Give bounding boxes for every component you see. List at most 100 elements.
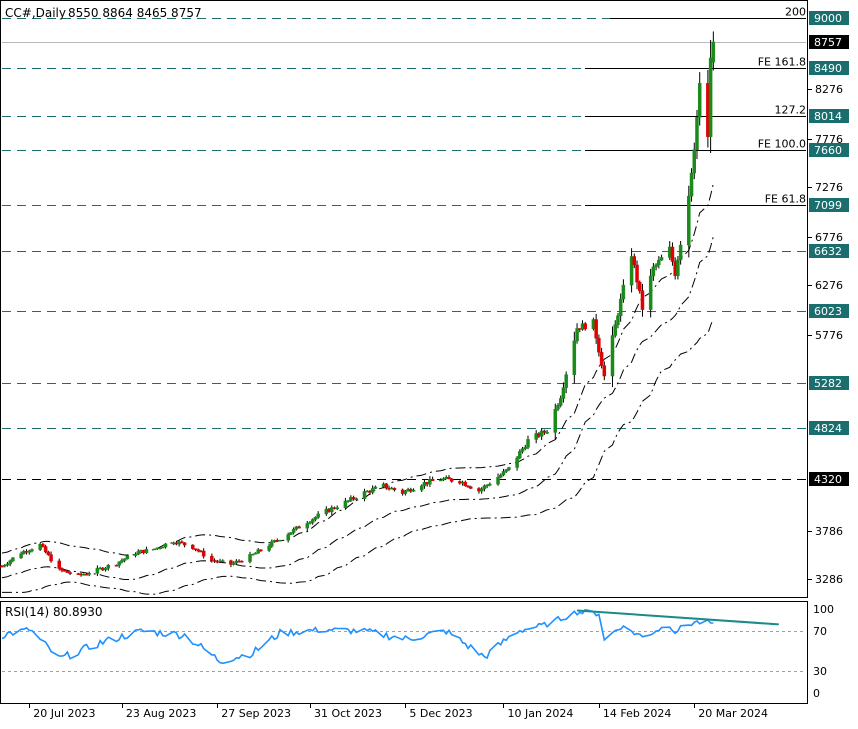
candle-body (152, 548, 157, 551)
candle-body (136, 551, 141, 555)
candle-body (520, 448, 525, 452)
candle-body (463, 481, 468, 487)
candle-body (654, 264, 658, 268)
candle-body (441, 478, 446, 481)
candle-body (594, 319, 598, 339)
level-box-label: 9000 (814, 12, 842, 25)
rsi-line (1, 608, 714, 665)
candle-body (60, 568, 64, 571)
candle-body (120, 560, 124, 563)
level-box (809, 109, 849, 123)
candle-body (697, 83, 702, 118)
candle-body (485, 484, 489, 487)
date-tick-label: 20 Mar 2024 (698, 707, 768, 720)
candle-body (370, 488, 375, 493)
candle-body (84, 574, 89, 576)
candle-body (572, 340, 577, 375)
date-tick-label: 5 Dec 2023 (409, 707, 472, 720)
candle-body (310, 519, 315, 523)
candle-body (411, 489, 416, 492)
candle-body (19, 553, 23, 559)
candle-body (523, 447, 528, 449)
level-box (809, 421, 849, 435)
candle-body (518, 451, 522, 459)
candle-body (482, 485, 487, 490)
candle-body (447, 476, 451, 480)
level-box (809, 61, 849, 75)
candle-body (316, 513, 320, 518)
candle-body (558, 398, 563, 406)
lower-band (1, 236, 714, 580)
candle-body (38, 544, 42, 550)
candle-body (231, 562, 236, 565)
candle-body (676, 259, 680, 276)
level-box-label: 8490 (814, 62, 842, 75)
price-tick-label: 5776 (815, 329, 843, 342)
candle-body (43, 546, 48, 553)
candle-body (41, 544, 45, 547)
candle-body (449, 478, 454, 482)
candle-body (439, 479, 443, 482)
date-tick-label: 20 Jul 2023 (33, 707, 95, 720)
candle-body (556, 405, 560, 410)
candle-body (648, 275, 653, 310)
candle-body (496, 476, 500, 485)
level-box (809, 11, 849, 25)
candle-body (678, 244, 683, 261)
candle-body (659, 257, 664, 261)
candle-body (0, 565, 4, 568)
candle-body (125, 555, 130, 560)
candle-body (297, 526, 301, 529)
candle-body (526, 439, 530, 448)
level-box (809, 376, 849, 390)
rsi-tick-label: 100 (813, 603, 834, 616)
candle-body (229, 560, 233, 565)
candle-body (11, 557, 15, 561)
candle-body (286, 534, 290, 541)
candle-body (575, 328, 579, 342)
candle-body (122, 558, 127, 561)
level-box-label: 4320 (814, 473, 842, 486)
price-panel-frame (0, 0, 808, 598)
level-box (809, 244, 849, 258)
candle-body (330, 507, 334, 513)
candle-body (695, 117, 699, 151)
candle-body (346, 500, 350, 502)
candle-body (610, 335, 615, 377)
candle-body (240, 560, 244, 563)
candle-body (466, 485, 470, 488)
candle-body (621, 284, 626, 300)
level-box (809, 472, 849, 486)
candle-body (670, 246, 675, 262)
candle-body (46, 551, 51, 555)
price-tick-label: 3786 (815, 525, 843, 538)
candle-body (428, 479, 432, 485)
candle-body (180, 541, 184, 544)
price-tick-label: 3286 (815, 573, 843, 586)
candle-body (501, 471, 506, 476)
candle-body (708, 57, 713, 137)
rsi-tick-label: 30 (813, 665, 827, 678)
candle-body (210, 555, 214, 561)
candle-body (250, 553, 255, 556)
ohlc-values: 8550 8864 8465 8757 (68, 6, 202, 20)
last-price-box (809, 35, 849, 49)
rsi-tick-label: 0 (813, 687, 820, 700)
candle-body (504, 469, 508, 472)
candle-body (5, 563, 10, 566)
candle-body (87, 573, 91, 575)
rsi-panel-frame (0, 601, 808, 704)
candle-body (305, 523, 309, 529)
candle-body (692, 149, 697, 174)
candle-body (221, 560, 225, 562)
candle-body (117, 561, 121, 566)
fib-label: FE 161.8 (758, 56, 806, 69)
price-tick-label: 7276 (815, 181, 843, 194)
candle-body (640, 290, 645, 310)
price-tick-label: 6776 (815, 231, 843, 244)
level-box (809, 304, 849, 318)
candle-body (616, 315, 620, 325)
level-box-label: 6023 (814, 305, 842, 318)
